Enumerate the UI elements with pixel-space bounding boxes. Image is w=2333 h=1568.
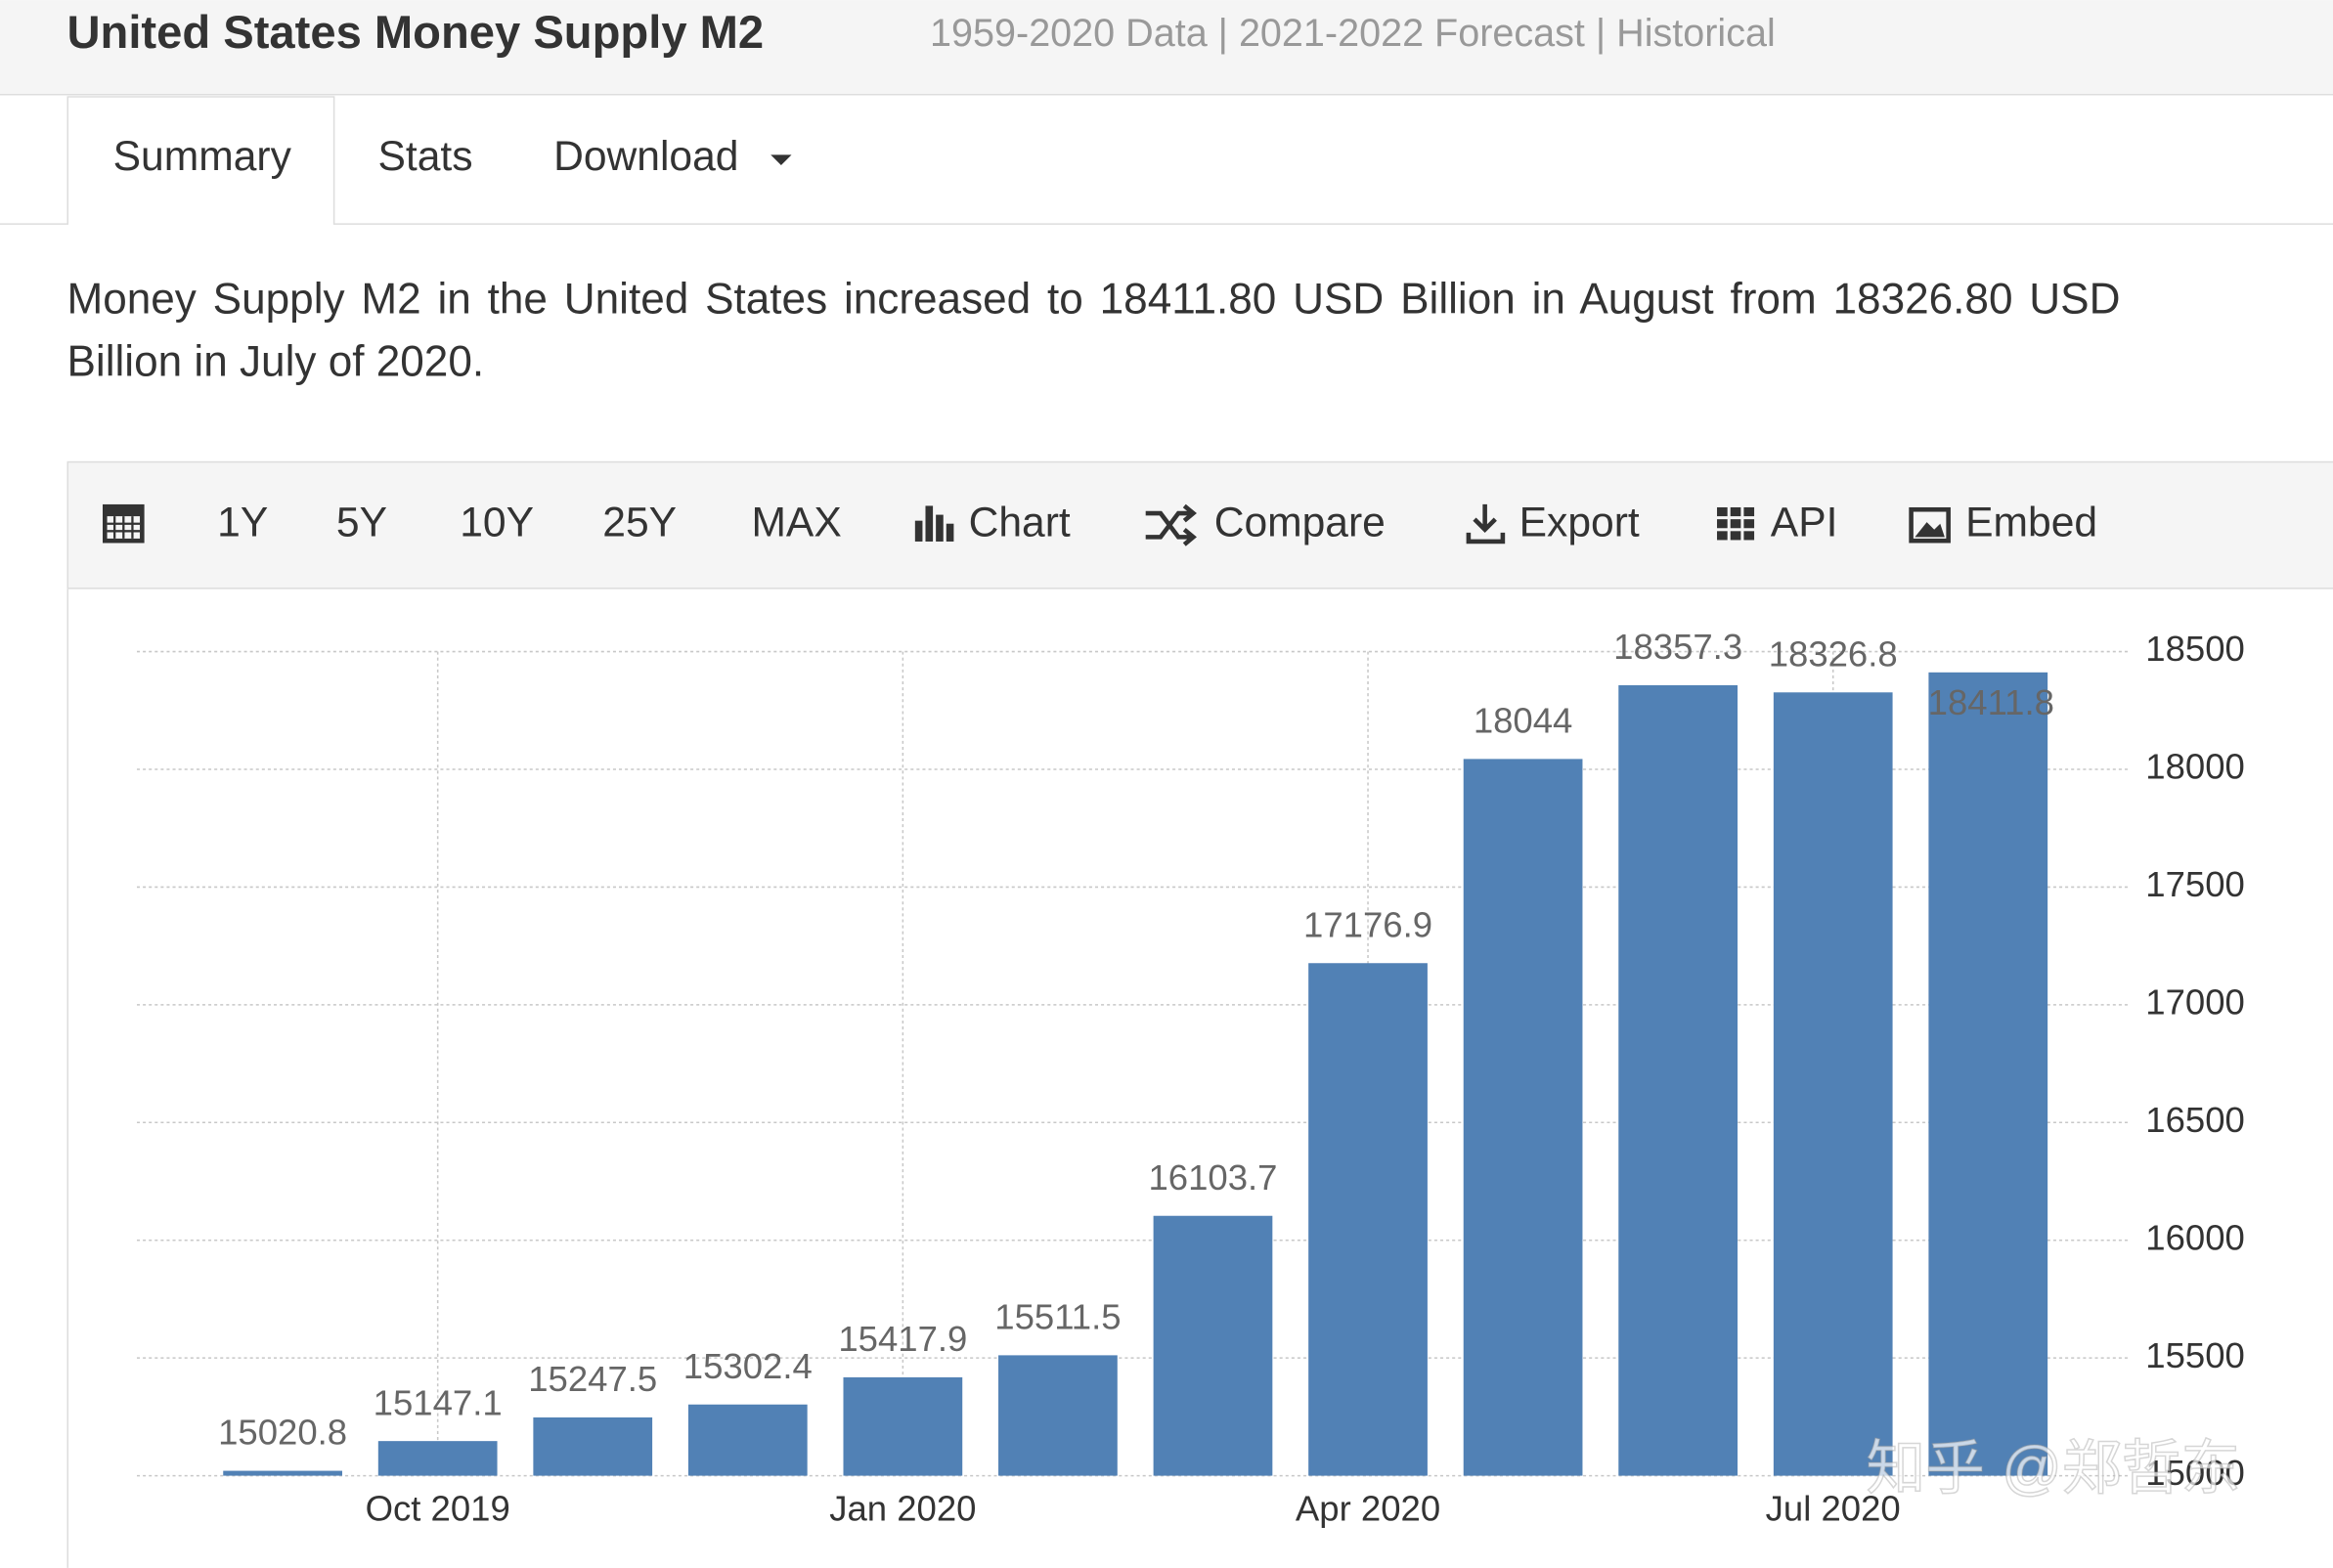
bar	[843, 1376, 963, 1476]
y-tick-label: 15500	[2145, 1335, 2245, 1375]
bar	[223, 1470, 342, 1476]
toolbar-button[interactable]: Compare	[1214, 499, 1386, 545]
toolbar-button[interactable]: MAX	[751, 499, 841, 545]
bar	[1618, 684, 1739, 1476]
header-bar	[0, 0, 2333, 94]
bar	[1308, 963, 1428, 1476]
y-tick-label: 16000	[2145, 1217, 2245, 1257]
value-label: 18326.8	[1769, 633, 1898, 674]
bar	[533, 1416, 653, 1476]
bar	[998, 1355, 1118, 1476]
compare-icon	[1145, 503, 1197, 546]
api-icon	[1717, 506, 1755, 541]
chart-icon	[914, 505, 954, 542]
value-label: 18044	[1474, 701, 1573, 741]
y-tick-label: 17500	[2145, 864, 2245, 904]
value-label: 17176.9	[1303, 904, 1432, 944]
value-label: 15020.8	[218, 1413, 347, 1453]
x-tick-label: Jan 2020	[829, 1489, 976, 1529]
plot-area: 15000 15500 16000 16500 17000 17500 18000 18500…	[136, 627, 2245, 1529]
y-tick-label: 15000	[2145, 1453, 2245, 1493]
bar	[1463, 759, 1583, 1476]
bar	[1153, 1215, 1273, 1476]
export-icon	[1466, 503, 1506, 544]
toolbar-button[interactable]: Chart	[969, 499, 1071, 545]
y-tick-label: 16500	[2145, 1100, 2245, 1140]
value-label: 18411.8	[1928, 682, 2054, 722]
bar	[1928, 672, 2048, 1476]
value-label: 15417.9	[838, 1319, 967, 1359]
tab-border	[0, 96, 2333, 225]
description: Billion in July of 2020.	[66, 338, 484, 386]
value-label: 15147.1	[374, 1382, 503, 1422]
bar	[1773, 692, 1893, 1476]
value-label: 15247.5	[528, 1359, 657, 1399]
y-tick-label: 17000	[2145, 982, 2245, 1023]
embed-icon	[1909, 506, 1951, 544]
page-subtitle: 1959-2020 Data | 2021-2022 Forecast | Hi…	[930, 12, 1776, 55]
description: Money Supply M2 in the United States inc…	[66, 276, 2120, 324]
x-tick-label: Jul 2020	[1766, 1489, 1901, 1529]
value-label: 15511.5	[994, 1297, 1121, 1337]
dropdown-caret	[770, 154, 792, 165]
toolbar	[66, 460, 2333, 589]
tab[interactable]: Download	[553, 133, 738, 180]
bar	[687, 1404, 808, 1476]
bar	[377, 1441, 498, 1476]
calendar-icon[interactable]	[102, 503, 145, 544]
toolbar-button[interactable]: 5Y	[336, 499, 387, 545]
tab[interactable]: Stats	[378, 133, 473, 180]
toolbar-button[interactable]: 10Y	[460, 499, 534, 545]
toolbar-button[interactable]: 1Y	[217, 499, 268, 545]
x-tick-label: Apr 2020	[1296, 1489, 1440, 1529]
page-title: United States Money Supply M2	[66, 6, 764, 58]
y-tick-label: 18000	[2145, 747, 2245, 787]
toolbar-button[interactable]: 25Y	[602, 499, 677, 545]
x-tick-label: Oct 2019	[366, 1489, 510, 1529]
value-label: 16103.7	[1148, 1157, 1277, 1198]
y-tick-label: 18500	[2145, 629, 2245, 669]
value-label: 15302.4	[683, 1346, 813, 1386]
value-label: 18357.3	[1613, 627, 1742, 667]
tab[interactable]: Summary	[113, 133, 292, 180]
toolbar-button[interactable]: Export	[1519, 499, 1640, 545]
toolbar-button[interactable]: API	[1771, 499, 1838, 545]
toolbar-button[interactable]: Embed	[1965, 499, 2097, 545]
watermark: 知乎 @郑哲东	[1866, 1435, 2240, 1502]
